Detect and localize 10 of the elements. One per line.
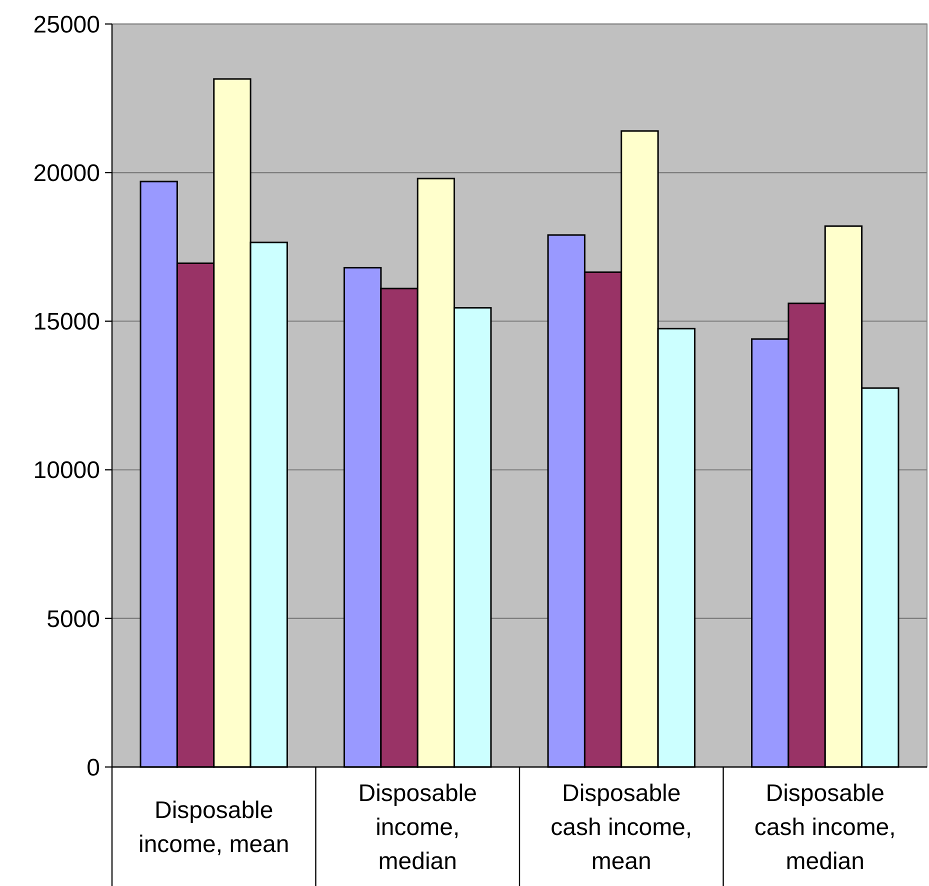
- x-tick-label: Disposable cash income, median: [754, 780, 896, 875]
- y-tick-label: 10000: [33, 457, 100, 484]
- y-tick-label: 0: [86, 754, 100, 782]
- x-tick-label: Disposable income, mean: [138, 796, 290, 858]
- y-tick-label: 20000: [33, 160, 100, 187]
- y-tick-label: 25000: [33, 11, 100, 38]
- y-tick-label: 15000: [33, 308, 100, 336]
- x-tick-label: Disposable income, median: [358, 780, 477, 875]
- x-tick-label: Disposable cash income, mean: [550, 780, 692, 875]
- y-tick-label: 5000: [46, 606, 100, 633]
